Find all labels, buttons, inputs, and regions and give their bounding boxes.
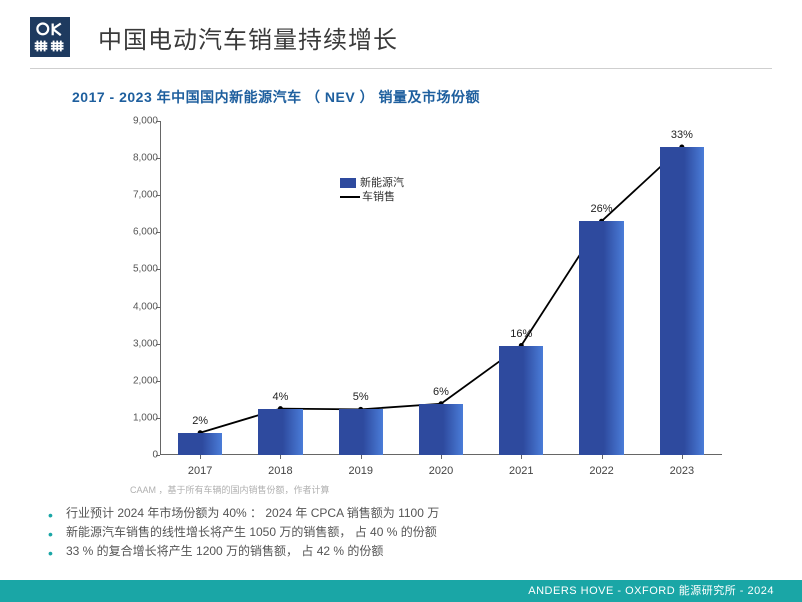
y-tick-mark: [156, 158, 160, 159]
header: 中国电动汽车销量持续增长: [0, 0, 802, 60]
legend-line-swatch: [340, 196, 360, 198]
y-tick-mark: [156, 418, 160, 419]
bar: [499, 346, 543, 455]
pct-label: 5%: [353, 391, 369, 403]
y-tick-label: 7,000: [110, 190, 158, 201]
x-tick-mark: [602, 455, 603, 459]
legend-bar-label: 新能源汽: [360, 177, 404, 189]
bar: [258, 409, 302, 455]
bullet-item: 33 % 的复合增长将产生 1200 万的销售额， 占 42 % 的份额: [48, 542, 802, 561]
footer: ANDERS HOVE - OXFORD 能源研究所 - 2024: [0, 580, 802, 602]
y-tick-label: 4,000: [110, 301, 158, 312]
x-tick-mark: [441, 455, 442, 459]
footer-text: ANDERS HOVE - OXFORD 能源研究所 - 2024: [528, 585, 774, 597]
bar: [579, 221, 623, 455]
x-label: 2021: [509, 465, 533, 477]
pct-label: 26%: [591, 203, 613, 215]
x-label: 2022: [589, 465, 613, 477]
y-tick-label: 8,000: [110, 153, 158, 164]
legend-bar-swatch: [340, 178, 356, 188]
y-tick-mark: [156, 455, 160, 456]
y-tick-label: 0: [110, 450, 158, 461]
pct-label: 4%: [272, 391, 288, 403]
chart: 2017 2018 2019 2020 2021 2022 2023 2% 4% 5% 6% 16% 2…: [110, 111, 742, 481]
pct-label: 2%: [192, 415, 208, 427]
y-tick-label: 9,000: [110, 116, 158, 127]
x-tick-mark: [200, 455, 201, 459]
pct-label: 16%: [510, 328, 532, 340]
x-tick-mark: [521, 455, 522, 459]
x-tick-mark: [682, 455, 683, 459]
y-tick-label: 6,000: [110, 227, 158, 238]
x-tick-mark: [361, 455, 362, 459]
bar: [419, 404, 463, 455]
chart-title: 2017 - 2023 年中国国内新能源汽车 （ NEV ） 销量及市场份额: [72, 87, 802, 107]
bar: [660, 147, 704, 455]
y-tick-label: 3,000: [110, 338, 158, 349]
bullet-item: 新能源汽车销售的线性增长将产生 1050 万的销售额， 占 40 % 的份额: [48, 523, 802, 542]
page-title: 中国电动汽车销量持续增长: [98, 20, 398, 55]
divider: [30, 68, 772, 69]
bullets: 行业预计 2024 年市场份额为 40% ： 2024 年 CPCA 销售额为 …: [48, 504, 802, 562]
y-tick-label: 2,000: [110, 375, 158, 386]
legend: 新能源汽 车销售: [340, 176, 404, 205]
slide: 中国电动汽车销量持续增长 2017 - 2023 年中国国内新能源汽车 （ NE…: [0, 0, 802, 602]
pct-label: 33%: [671, 129, 693, 141]
x-label: 2019: [348, 465, 372, 477]
bullet-item: 行业预计 2024 年市场份额为 40% ： 2024 年 CPCA 销售额为 …: [48, 504, 802, 523]
y-tick-mark: [156, 307, 160, 308]
logo: [30, 17, 70, 57]
plot-area: 20172018201920202021202220232%4%5%6%16%2…: [160, 121, 722, 455]
y-tick-mark: [156, 195, 160, 196]
y-tick-mark: [156, 344, 160, 345]
y-tick-mark: [156, 269, 160, 270]
y-tick-mark: [156, 232, 160, 233]
x-tick-mark: [280, 455, 281, 459]
y-tick-mark: [156, 381, 160, 382]
x-label: 2020: [429, 465, 453, 477]
y-tick-label: 1,000: [110, 412, 158, 423]
source-note: CAAM ，基于所有车辆的国内销售份额，作者计算: [130, 483, 802, 496]
legend-bar-label2: 车销售: [362, 191, 395, 203]
x-label: 2018: [268, 465, 292, 477]
y-tick-label: 5,000: [110, 264, 158, 275]
y-tick-mark: [156, 121, 160, 122]
logo-icon: [32, 19, 68, 55]
legend-bar: 新能源汽: [340, 176, 404, 190]
pct-label: 6%: [433, 386, 449, 398]
x-label: 2023: [670, 465, 694, 477]
bar: [339, 409, 383, 455]
bar: [178, 433, 222, 455]
x-label: 2017: [188, 465, 212, 477]
legend-line: 车销售: [340, 190, 404, 204]
